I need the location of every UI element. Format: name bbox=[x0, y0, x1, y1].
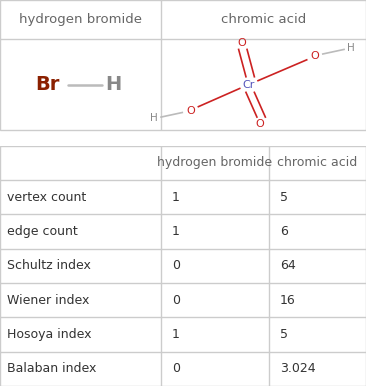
Text: O: O bbox=[255, 119, 264, 129]
Text: O: O bbox=[310, 51, 319, 61]
Text: 1: 1 bbox=[172, 225, 180, 238]
Text: 3.024: 3.024 bbox=[280, 362, 315, 375]
Text: Wiener index: Wiener index bbox=[7, 294, 90, 306]
Text: H: H bbox=[105, 75, 122, 94]
Text: Balaban index: Balaban index bbox=[7, 362, 97, 375]
Text: Hosoya index: Hosoya index bbox=[7, 328, 92, 341]
Text: 64: 64 bbox=[280, 259, 296, 272]
Text: H: H bbox=[150, 113, 158, 124]
Text: O: O bbox=[186, 105, 195, 115]
Text: 0: 0 bbox=[172, 294, 180, 306]
Text: chromic acid: chromic acid bbox=[277, 156, 358, 169]
Text: hydrogen bromide: hydrogen bromide bbox=[19, 13, 142, 26]
Text: 1: 1 bbox=[172, 191, 180, 203]
Text: Schultz index: Schultz index bbox=[7, 259, 91, 272]
Text: H: H bbox=[347, 43, 355, 53]
Text: 0: 0 bbox=[172, 362, 180, 375]
Text: 5: 5 bbox=[280, 328, 288, 341]
Text: 5: 5 bbox=[280, 191, 288, 203]
Text: vertex count: vertex count bbox=[7, 191, 87, 203]
Text: 0: 0 bbox=[172, 259, 180, 272]
Text: hydrogen bromide: hydrogen bromide bbox=[157, 156, 273, 169]
Text: Br: Br bbox=[36, 75, 60, 94]
Text: 16: 16 bbox=[280, 294, 296, 306]
Text: chromic acid: chromic acid bbox=[221, 13, 306, 26]
Text: edge count: edge count bbox=[7, 225, 78, 238]
Text: 6: 6 bbox=[280, 225, 288, 238]
Text: Cr: Cr bbox=[243, 80, 255, 90]
Text: 1: 1 bbox=[172, 328, 180, 341]
Text: O: O bbox=[237, 38, 246, 48]
